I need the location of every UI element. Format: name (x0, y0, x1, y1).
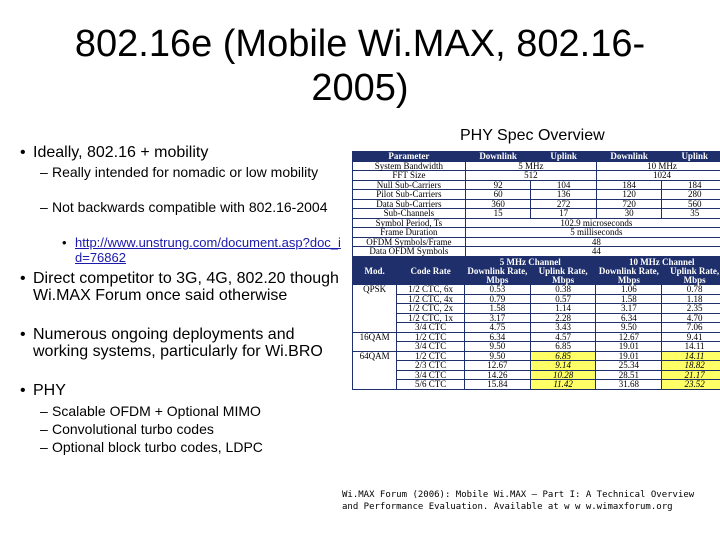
table-row: FFT Size 512 1024 (352, 170, 720, 181)
table-row: QPSK 1/2 CTC, 6x 0.53 0.38 1.06 0.78 (352, 284, 720, 333)
dash-icon: – (40, 439, 48, 455)
rate-cell: 11.42 (529, 379, 597, 390)
rate-cell: 15.84 (464, 379, 531, 390)
dash-icon: – (40, 421, 48, 437)
bullet-dot-icon: • (62, 235, 67, 250)
table-row: Data OFDM Symbols 44 (352, 246, 720, 257)
sub-bullet-item: – Not backwards compatible with 802.16-2… (40, 199, 328, 215)
doc-link[interactable]: http://www.unstrung.com/document.asp?doc… (75, 235, 341, 265)
bullet-item: • Direct competitor to 3G, 4G, 802.20 th… (20, 270, 339, 304)
slide-title: 802.16e (Mobile Wi.MAX, 802.16-2005) (74, 23, 646, 109)
rate-cell: 23.52 (661, 379, 720, 390)
modulation-cell: 16QAM (352, 331, 398, 352)
table-row: 3/4 CTC 4.75 3.43 9.50 7.06 (353, 322, 720, 333)
rate-cell: 18.82 (661, 360, 720, 371)
bullet-item: • PHY (20, 382, 66, 399)
rate-cell: 7.06 (661, 322, 720, 333)
table-row: 3/4 CTC 9.50 6.85 19.01 14.11 (353, 341, 720, 352)
rate-table: Mod. Code Rate 5 MHz Channel 10 MHz Chan… (352, 256, 720, 390)
bullet-item: • Numerous ongoing deployments and worki… (20, 326, 323, 360)
rate-cell: 0.38 (529, 284, 597, 295)
table-row: 3/4 CTC 14.26 10.28 28.51 21.17 (353, 369, 720, 380)
sub-sub-bullet-item: • http://www.unstrung.com/document.asp?d… (62, 235, 344, 265)
sub-bullet-item: – Really intended for nomadic or low mob… (40, 164, 319, 180)
rate-cell: 3.43 (529, 322, 597, 333)
table-row: 1/2 CTC, 1x 3.17 2.28 6.34 4.70 (353, 312, 720, 323)
table-row: 16QAM 1/2 CTC 6.34 4.57 12.67 9.41 (352, 331, 720, 352)
code-rate-cell: 3/4 CTC (396, 341, 466, 352)
sub-bullet-item: – Optional block turbo codes, LDPC (40, 439, 263, 455)
footnote-citation: Wi.MAX Forum (2006): Mobile Wi.MAX – Par… (342, 490, 695, 512)
table-caption: PHY Spec Overview (460, 127, 605, 144)
dash-icon: – (40, 164, 48, 180)
sub-bullet-item: – Convolutional turbo codes (40, 421, 214, 437)
code-rate-cell: 1/2 CTC, 2x (396, 303, 466, 314)
bullet-dot-icon: • (20, 270, 26, 287)
rate-cell: 0.78 (661, 284, 720, 295)
rate-cell: 3.17 (595, 303, 663, 314)
rate-cell: 12.67 (464, 360, 531, 371)
table-row: 64QAM 1/2 CTC 9.50 6.85 19.01 14.11 (352, 350, 720, 390)
rate-cell: 1.06 (595, 284, 663, 295)
rate-cell: 9.50 (595, 322, 663, 333)
rate-cell: 4.75 (464, 322, 531, 333)
phy-spec-table: Parameter Downlink Uplink Downlink Uplin… (352, 151, 720, 461)
table-row: 1/2 CTC, 2x 1.58 1.14 3.17 2.35 (353, 303, 720, 314)
dash-icon: – (40, 199, 48, 215)
code-rate-cell: 1/2 CTC, 6x (396, 284, 466, 295)
rate-cell: 1.14 (529, 303, 597, 314)
code-rate-cell: 5/6 CTC (396, 379, 466, 390)
table-row: Frame Duration 5 milliseconds (352, 227, 720, 238)
rate-cell: 6.85 (529, 341, 597, 352)
sub-bullet-item: – Scalable OFDM + Optional MIMO (40, 403, 261, 419)
rate-cell: 0.53 (464, 284, 531, 295)
rate-cell: 9.50 (464, 341, 531, 352)
bullet-item: • Ideally, 802.16 + mobility (20, 144, 209, 161)
code-rate-cell: 2/3 CTC (396, 360, 466, 371)
table-row: 5/6 CTC 15.84 11.42 31.68 23.52 (353, 379, 720, 390)
code-rate-cell: 3/4 CTC (396, 322, 466, 333)
dash-icon: – (40, 403, 48, 419)
rate-cell: 1.58 (464, 303, 531, 314)
rate-cell: 9.14 (529, 360, 597, 371)
rate-cell: 19.01 (595, 341, 663, 352)
bullet-dot-icon: • (20, 144, 26, 161)
modulation-cell: QPSK (352, 284, 398, 333)
table-row: 2/3 CTC 12.67 9.14 25.34 18.82 (353, 360, 720, 371)
rate-cell: 31.68 (595, 379, 663, 390)
bullet-dot-icon: • (20, 326, 26, 343)
modulation-cell: 64QAM (352, 350, 398, 390)
rate-cell: 14.11 (661, 341, 720, 352)
rate-cell: 2.35 (661, 303, 720, 314)
rate-cell: 25.34 (595, 360, 663, 371)
bullet-dot-icon: • (20, 382, 26, 399)
table-row: Pilot Sub-Carriers 60 136 120 280 (352, 189, 720, 200)
parameter-table: Parameter Downlink Uplink Downlink Uplin… (352, 151, 720, 257)
table-row: Sub-Channels 15 17 30 35 (352, 208, 720, 219)
